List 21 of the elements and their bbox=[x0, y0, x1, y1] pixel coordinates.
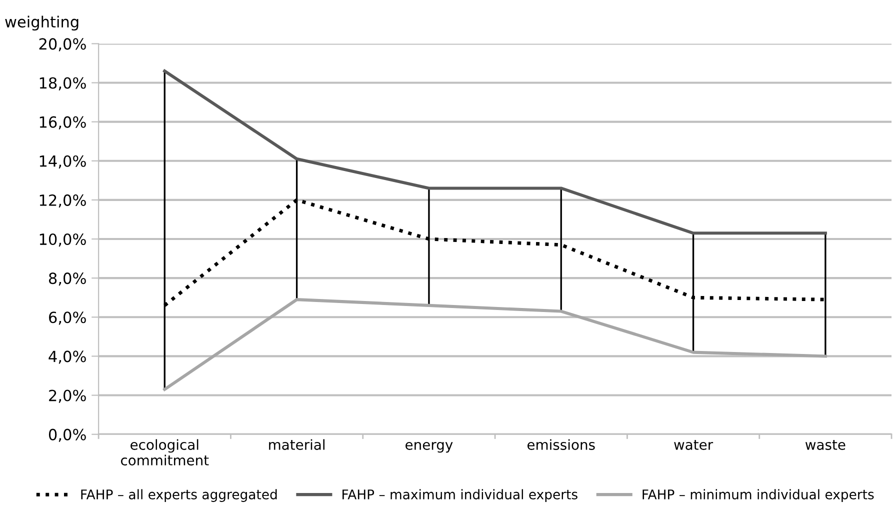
y-tick-label: 20,0% bbox=[39, 38, 86, 52]
y-tick-label: 12,0% bbox=[40, 194, 86, 208]
y-tick-label: 0,0% bbox=[48, 428, 86, 442]
x-tick-label: material bbox=[269, 439, 324, 450]
legend-label: FAHP – all experts aggregated bbox=[81, 489, 277, 502]
x-tick-label: water bbox=[674, 440, 714, 450]
x-tick-label: waste bbox=[805, 440, 846, 450]
y-tick-label: 16,0% bbox=[40, 116, 86, 130]
y-axis-title: weighting bbox=[5, 16, 78, 31]
x-tick-label: energy bbox=[406, 442, 453, 453]
y-tick-label: 8,0% bbox=[48, 272, 86, 286]
y-tick-label: 10,0% bbox=[40, 233, 86, 247]
legend-label: FAHP – maximum individual experts bbox=[342, 489, 578, 502]
y-tick-label: 18,0% bbox=[40, 77, 86, 90]
x-tick-label: emissions bbox=[527, 439, 595, 450]
x-tick-label: ecological commitment bbox=[120, 439, 209, 466]
y-tick-label: 6,0% bbox=[49, 312, 86, 325]
y-tick-label: 14,0% bbox=[40, 155, 86, 168]
legend-label: FAHP – minimum individual experts bbox=[642, 489, 874, 502]
y-tick-label: 4,0% bbox=[48, 350, 86, 364]
y-tick-label: 2,0% bbox=[49, 390, 86, 403]
